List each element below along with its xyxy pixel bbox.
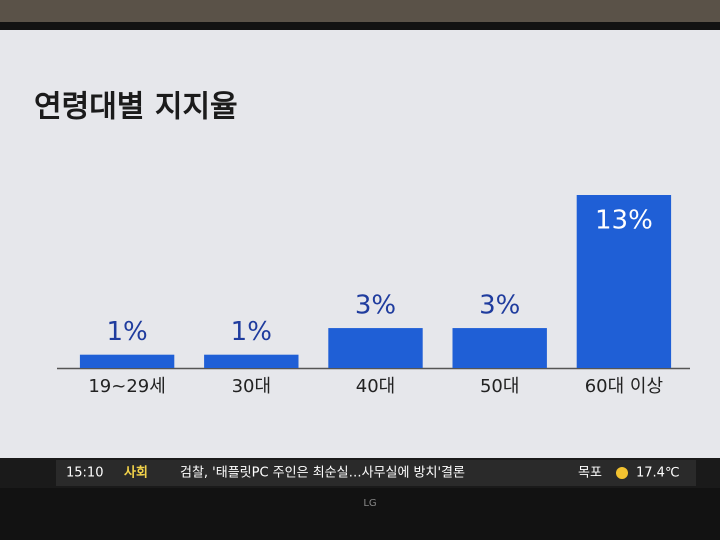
wall	[0, 0, 720, 22]
value-label: 3%	[479, 291, 520, 321]
x-tick-label: 19~29세	[88, 376, 165, 397]
bar	[79, 354, 175, 368]
ticker-time: 15:10	[66, 466, 103, 481]
x-tick-label: 50대	[480, 376, 519, 397]
ticker-city: 목포	[578, 466, 602, 481]
value-label: 1%	[106, 317, 147, 347]
chart-title: 연령대별 지지율	[34, 90, 238, 125]
x-tick-label: 30대	[232, 376, 271, 397]
bar	[204, 354, 299, 368]
ticker-headline: 검찰, '태플릿PC 주인은 최순실…사무실에 방치'결론	[180, 466, 465, 481]
value-label: 3%	[355, 291, 396, 321]
ticker-inner	[56, 460, 696, 486]
value-label: 13%	[595, 206, 653, 236]
ticker-section: 사회	[124, 465, 148, 481]
x-tick-label: 40대	[356, 376, 395, 397]
x-tick-label: 60대 이상	[585, 376, 663, 397]
value-label: 1%	[231, 317, 272, 347]
weather-icon	[616, 467, 628, 479]
bar	[576, 195, 672, 368]
bar	[328, 328, 423, 368]
brand-logo: LG	[363, 498, 376, 509]
bar	[452, 328, 547, 368]
ticker-temperature: 17.4℃	[636, 466, 680, 481]
